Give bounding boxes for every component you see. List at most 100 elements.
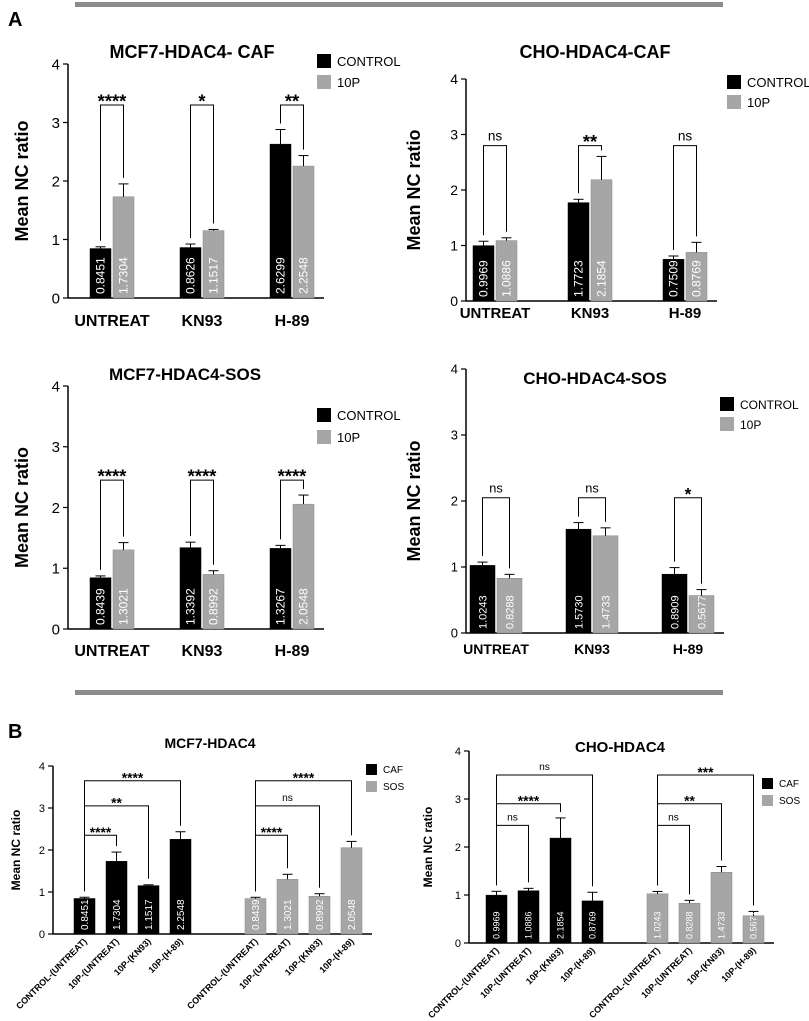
legend-label-control: CONTROL (740, 398, 799, 412)
y-tick-label: 4 (52, 378, 60, 395)
bar-value-label: 1.7304 (112, 899, 123, 930)
significance-bracket (190, 479, 214, 565)
y-tick-label: 3 (52, 439, 60, 456)
x-category-label: UNTREAT (463, 641, 529, 657)
x-category-label: KN93 (571, 305, 609, 322)
significance-label: ns (585, 481, 598, 496)
x-category-label: KN93 (182, 643, 223, 660)
significance-label: **** (518, 794, 540, 809)
significance-label: ns (507, 812, 518, 823)
legend-swatch-sos (762, 795, 773, 806)
x-category-label: H-89 (275, 313, 310, 330)
y-tick-label: 2 (455, 842, 461, 854)
bar-value-label: 1.3267 (274, 588, 288, 625)
bar-control-3 (661, 573, 688, 634)
significance-bracket (657, 824, 690, 895)
bar-value-label: 1.3021 (117, 588, 131, 625)
y-axis-label: Mean NC ratio (404, 129, 424, 250)
panel-label-a: A (8, 9, 22, 31)
y-axis-label: Mean NC ratio (12, 120, 32, 241)
y-tick-label: 1 (52, 232, 60, 249)
significance-bracket (496, 824, 529, 886)
legend-swatch-10p (317, 430, 331, 444)
y-tick-label: 3 (455, 794, 461, 806)
legend-swatch-control (317, 54, 331, 68)
y-axis-label: Mean NC ratio (12, 447, 32, 568)
y-tick-label: 0 (451, 626, 458, 641)
bar-value-label: 1.5730 (573, 595, 585, 629)
legend-swatch-10p (727, 95, 741, 109)
y-tick-label: 2 (451, 494, 458, 509)
bar-value-label: 2.0548 (297, 588, 311, 625)
chart-title: MCF7-HDAC4-SOS (109, 365, 261, 384)
significance-label: **** (122, 771, 144, 786)
bar-value-label: 0.8451 (80, 899, 91, 930)
legend-label-10p: 10P (747, 95, 770, 110)
significance-label: ** (684, 794, 695, 809)
significance-label: **** (98, 90, 127, 111)
significance-label: ns (489, 481, 502, 496)
legend-label-sos: SOS (779, 796, 800, 807)
legend-swatch-caf (366, 764, 377, 775)
bar-value-label: 0.8439 (251, 899, 262, 930)
significance-bracket (483, 145, 507, 236)
y-tick-label: 0 (52, 290, 60, 307)
y-tick-label: 4 (52, 56, 60, 73)
y-tick-label: 2 (39, 845, 45, 857)
bar-value-label: 0.5677 (749, 911, 759, 939)
bar-value-label: 1.0886 (500, 260, 514, 297)
significance-label: ns (678, 129, 693, 144)
y-tick-label: 3 (451, 428, 458, 443)
significance-bracket (482, 497, 510, 569)
chart-6: CHO-HDAC4 Mean NC ratio 0 1 2 3 4 0.9969 1.0886 2… (421, 739, 800, 1020)
significance-label: ns (539, 762, 550, 773)
bar-value-label: 2.2548 (297, 257, 311, 294)
significance-bracket (255, 834, 288, 892)
legend-swatch-10p (720, 417, 734, 431)
y-tick-label: 4 (450, 71, 458, 87)
chart-title: MCF7-HDAC4 (165, 735, 256, 751)
bar-value-label: 1.3021 (283, 899, 294, 930)
bar-value-label: 1.3392 (184, 588, 198, 625)
bar-value-label: 2.6299 (274, 257, 288, 294)
bar-value-label: 1.0886 (524, 911, 534, 939)
chart-5: MCF7-HDAC4 Mean NC ratio 0 1 2 3 4 0.8451 1.7304… (9, 735, 404, 1011)
y-tick-label: 1 (52, 561, 60, 578)
x-category-label: UNTREAT (74, 643, 149, 660)
significance-bracket (100, 104, 124, 241)
bar-10p-2 (592, 535, 619, 634)
legend-label-control: CONTROL (747, 75, 809, 90)
bar-value-label: 1.1517 (207, 257, 221, 294)
bar-value-label: 2.1854 (556, 911, 566, 939)
bar-value-label: 2.0548 (347, 899, 358, 930)
legend-label-10p: 10P (337, 430, 360, 445)
legend-swatch-10p (317, 75, 331, 89)
significance-label: ns (488, 129, 503, 144)
significance-label: ns (282, 793, 293, 804)
y-tick-label: 3 (39, 803, 45, 815)
y-tick-label: 2 (450, 182, 458, 198)
y-tick-label: 1 (455, 890, 461, 902)
legend-swatch-control (727, 75, 741, 89)
y-tick-label: 2 (52, 173, 60, 190)
x-category-label: 10P-(H-89) (317, 936, 356, 975)
significance-label: **** (188, 466, 217, 487)
significance-label: **** (261, 825, 283, 840)
y-tick-label: 2 (52, 500, 60, 517)
y-tick-label: 3 (450, 126, 458, 142)
chart-title: MCF7-HDAC4- CAF (110, 42, 275, 62)
y-tick-label: 3 (52, 115, 60, 132)
y-tick-label: 1 (451, 560, 458, 575)
significance-label: **** (98, 466, 127, 487)
significance-label: ** (285, 90, 300, 111)
bar-value-label: 0.8288 (504, 595, 516, 629)
y-tick-label: 0 (52, 621, 60, 638)
legend-label-control: CONTROL (337, 54, 401, 69)
bar-value-label: 0.9969 (492, 911, 502, 939)
chart-1: MCF7-HDAC4- CAF Mean NC ratio 0 1 2 3 4 0.8451 0… (12, 42, 401, 330)
significance-bracket (657, 774, 754, 906)
significance-bracket (100, 479, 124, 570)
bar-value-label: 0.8909 (669, 595, 681, 629)
bar-value-label: 1.1517 (144, 899, 155, 930)
bar-value-label: 0.8992 (207, 588, 221, 625)
